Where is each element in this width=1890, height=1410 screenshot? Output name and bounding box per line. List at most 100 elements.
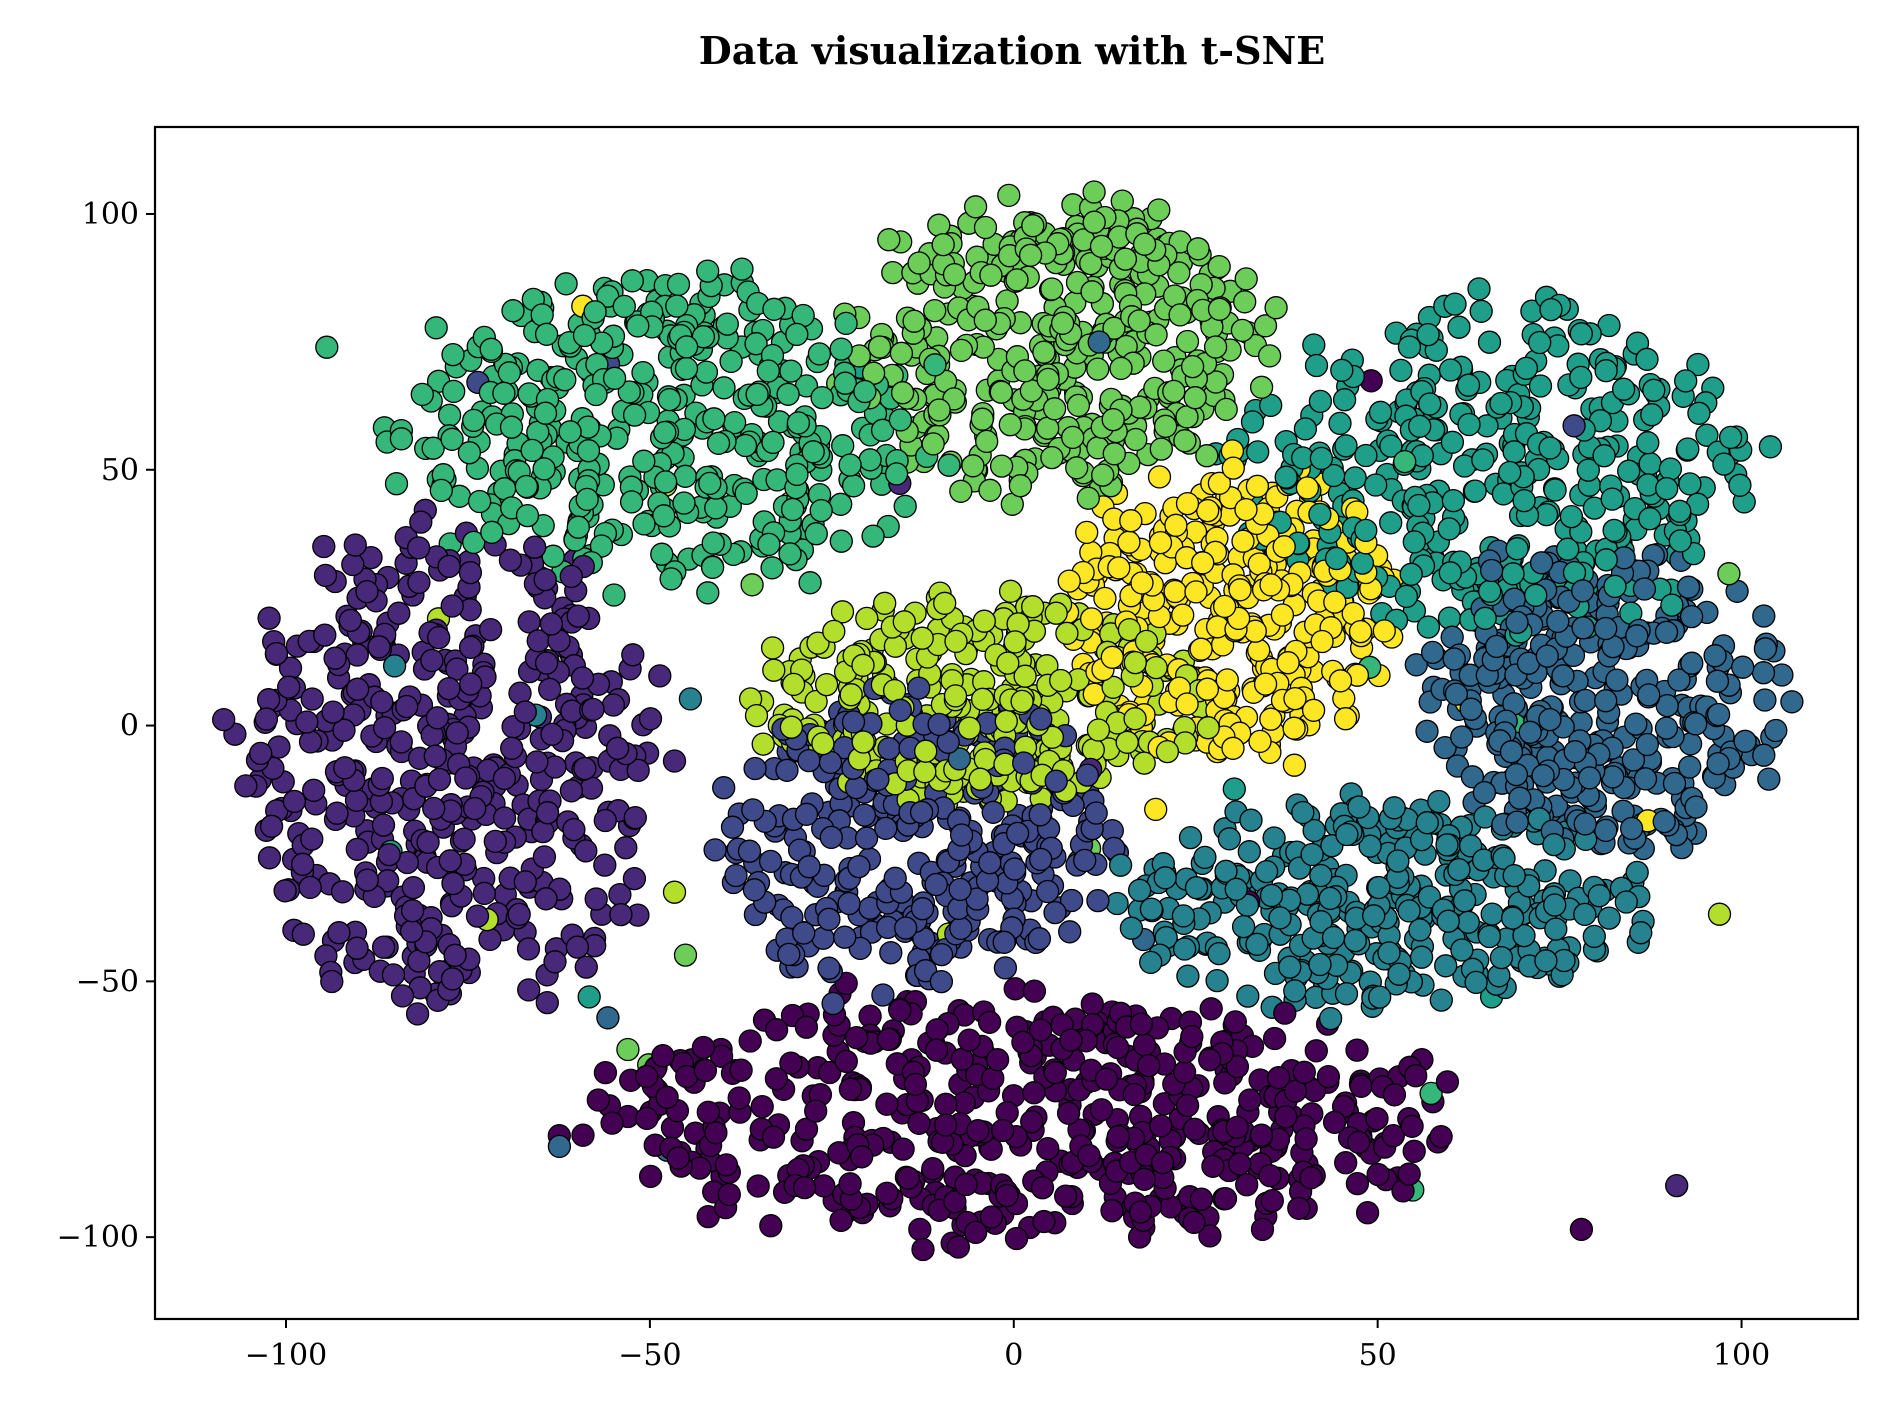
scatter-point-class-3 bbox=[1706, 751, 1730, 776]
scatter-point-class-0 bbox=[714, 1153, 739, 1177]
scatter-point-class-6 bbox=[756, 359, 780, 383]
scatter-point-class-1 bbox=[390, 984, 415, 1008]
scatter-point-class-6 bbox=[696, 581, 720, 605]
scatter-point-class-2 bbox=[833, 925, 857, 949]
scatter-point-class-4 bbox=[1368, 985, 1392, 1009]
scatter-point-class-4 bbox=[1335, 822, 1359, 847]
scatter-point-class-1 bbox=[381, 963, 406, 987]
scatter-point-class-0 bbox=[1132, 1033, 1157, 1057]
scatter-point-class-5 bbox=[1330, 358, 1354, 382]
scatter-point-class-4 bbox=[1172, 937, 1197, 961]
scatter-point-class-1 bbox=[212, 707, 236, 732]
scatter-point-class-8 bbox=[744, 703, 769, 728]
scatter-point-class-4 bbox=[1409, 945, 1434, 969]
scatter-point-class-4 bbox=[1224, 877, 1248, 901]
scatter-point-class-0 bbox=[977, 1010, 1002, 1034]
scatter-point-class-9 bbox=[1295, 476, 1320, 500]
scatter-point-class-1 bbox=[534, 887, 558, 911]
scatter-point-class-4 bbox=[1259, 883, 1284, 908]
scatter-point-class-3 bbox=[1499, 740, 1524, 764]
scatter-point-class-1 bbox=[313, 563, 338, 588]
scatter-point-class-6 bbox=[653, 470, 678, 494]
scatter-point-class-6 bbox=[893, 494, 917, 518]
scatter-point-class-5 bbox=[1594, 548, 1618, 572]
scatter-point-class-6 bbox=[558, 420, 582, 444]
scatter-point-class-4 bbox=[1139, 897, 1164, 921]
scatter-point-class-7 bbox=[1101, 407, 1125, 432]
scatter-point-class-9 bbox=[1148, 530, 1173, 555]
scatter-point-class-8 bbox=[883, 634, 908, 658]
scatter-point-class-7 bbox=[890, 381, 915, 405]
scatter-point-class-0 bbox=[1238, 1088, 1262, 1112]
scatter-point-class-1 bbox=[355, 868, 379, 892]
scatter-point-class-7 bbox=[1013, 359, 1037, 383]
scatter-point-class-6 bbox=[665, 294, 689, 318]
scatter-point-class-8 bbox=[972, 609, 996, 633]
scatter-point-class-6 bbox=[575, 487, 599, 512]
scatter-point-class-1 bbox=[282, 789, 307, 814]
scatter-point-class-4 bbox=[678, 687, 703, 711]
scatter-point-class-6 bbox=[534, 322, 559, 346]
scatter-point-class-3 bbox=[1504, 762, 1529, 787]
scatter-point-class-2 bbox=[1028, 803, 1052, 827]
scatter-point-class-9 bbox=[1283, 686, 1307, 711]
scatter-point-class-0 bbox=[635, 1106, 659, 1131]
scatter-point-class-8 bbox=[822, 619, 846, 644]
scatter-point-class-0 bbox=[1228, 1152, 1252, 1176]
scatter-point-class-0 bbox=[1322, 1110, 1347, 1134]
scatter-point-class-0 bbox=[995, 1183, 1019, 1208]
scatter-point-class-1 bbox=[459, 672, 483, 696]
scatter-point-class-7 bbox=[1149, 437, 1173, 461]
scatter-point-class-3 bbox=[1752, 743, 1776, 767]
scatter-point-class-6 bbox=[757, 532, 781, 557]
scatter-point-class-3 bbox=[1573, 812, 1597, 836]
scatter-point-class-1 bbox=[254, 707, 279, 731]
scatter-point-class-0 bbox=[934, 1092, 958, 1116]
scatter-point-class-7 bbox=[997, 183, 1021, 208]
scatter-point-class-7 bbox=[1175, 329, 1200, 354]
scatter-point-class-1 bbox=[313, 623, 337, 647]
scatter-point-class-8 bbox=[1086, 718, 1111, 742]
scatter-point-class-1 bbox=[540, 722, 564, 746]
scatter-point-class-2 bbox=[924, 872, 948, 897]
y-axis-ticks: −100 −50 0 50 100 bbox=[57, 197, 155, 1255]
scatter-point-class-0 bbox=[850, 1145, 874, 1169]
scatter-point-class-6 bbox=[841, 474, 866, 498]
scatter-point-class-4 bbox=[1502, 863, 1526, 888]
scatter-point-class-0 bbox=[634, 1064, 659, 1089]
scatter-point-class-1 bbox=[371, 813, 396, 837]
scatter-point-class-6 bbox=[533, 401, 558, 425]
scatter-point-class-1 bbox=[234, 774, 258, 798]
scatter-point-class-6 bbox=[659, 567, 683, 591]
scatter-point-class-3 bbox=[1731, 655, 1755, 679]
scatter-point-class-1 bbox=[492, 806, 517, 830]
scatter-point-class-6 bbox=[779, 359, 803, 383]
scatter-point-class-2 bbox=[992, 930, 1016, 954]
scatter-point-class-1 bbox=[300, 827, 324, 851]
scatter-point-class-0 bbox=[738, 1029, 762, 1053]
scatter-point-class-7 bbox=[740, 573, 764, 597]
scatter-point-class-7 bbox=[949, 338, 974, 363]
scatter-point-class-2 bbox=[844, 775, 869, 800]
scatter-point-class-7 bbox=[1152, 349, 1176, 373]
scatter-point-class-4 bbox=[1217, 827, 1242, 851]
scatter-point-class-7 bbox=[1042, 397, 1067, 421]
scatter-point-class-9 bbox=[1259, 573, 1283, 597]
scatter-point-class-0 bbox=[1304, 1039, 1328, 1063]
scatter-point-class-7 bbox=[979, 263, 1003, 287]
scatter-point-class-3 bbox=[1619, 816, 1644, 841]
scatter-point-class-7 bbox=[1207, 297, 1232, 321]
scatter-point-class-5 bbox=[1758, 435, 1783, 459]
scatter-point-class-4 bbox=[1489, 945, 1514, 970]
scatter-point-class-6 bbox=[657, 387, 682, 412]
scatter-point-class-1 bbox=[458, 635, 483, 659]
scatter-point-class-8 bbox=[851, 730, 875, 754]
scatter-point-class-1 bbox=[483, 829, 507, 854]
scatter-point-class-6 bbox=[719, 349, 743, 374]
scatter-point-class-0 bbox=[1365, 1107, 1389, 1131]
scatter-point-class-7 bbox=[1153, 414, 1178, 438]
scatter-point-class-4 bbox=[1184, 876, 1209, 900]
scatter-point-class-5 bbox=[1638, 507, 1662, 531]
scatter-point-class-2 bbox=[1035, 879, 1060, 904]
scatter-point-class-1 bbox=[423, 744, 447, 768]
